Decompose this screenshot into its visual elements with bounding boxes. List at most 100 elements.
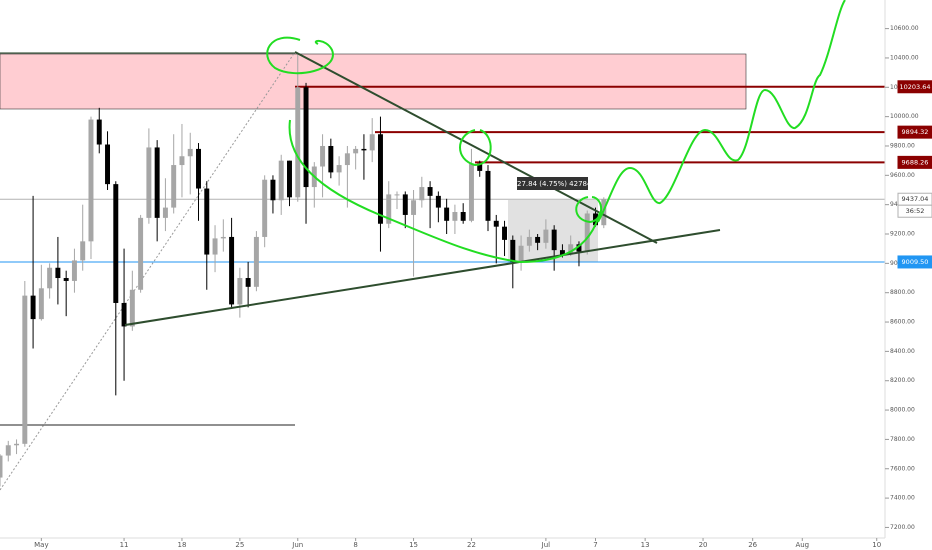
candle-body [328, 145, 334, 173]
candle-body [162, 207, 168, 218]
candle-body [369, 134, 375, 151]
circle-drawing [459, 129, 492, 167]
candle-body [237, 278, 243, 305]
y-tick-label: 7600.00 [890, 465, 915, 472]
candle-body [129, 289, 135, 327]
candle-body [336, 165, 342, 173]
candle-body [551, 229, 557, 251]
candle-body [386, 194, 392, 224]
y-tick-label: 7200.00 [890, 524, 915, 531]
candle-body [262, 179, 268, 237]
candle-body [154, 147, 160, 218]
y-tick-label: 7400.00 [890, 495, 915, 502]
price-label: 9894.32 [902, 128, 929, 136]
candle-body [303, 87, 309, 188]
candle-body [245, 278, 251, 287]
candle-body [477, 163, 483, 171]
price-label: 9009.50 [902, 258, 929, 266]
candle-body [427, 187, 433, 196]
candle-body [113, 184, 119, 303]
candle-body [568, 244, 574, 255]
y-tick-label: 9800.00 [890, 142, 915, 149]
candle-body [344, 153, 350, 166]
candle-body [353, 148, 359, 154]
candle-body [55, 267, 61, 279]
projection-drawing [597, 0, 846, 223]
drawings [266, 0, 846, 264]
dotted-line [0, 51, 296, 491]
candle-body [88, 119, 94, 242]
candle-body [584, 213, 590, 252]
price-label: 10203.64 [899, 83, 930, 91]
candle-body [411, 200, 417, 215]
x-tick-label: 8 [353, 541, 357, 549]
measure-label-bg [517, 177, 588, 190]
price-label-bg [897, 80, 932, 94]
y-tick-label: 8400.00 [890, 348, 915, 355]
y-tick-label: 10600.00 [890, 25, 919, 32]
price-label-bg [897, 125, 932, 139]
candle-body [22, 295, 28, 444]
x-tick-label: 20 [699, 541, 708, 549]
candle-body [419, 187, 425, 201]
candle-body [435, 195, 441, 208]
price-label: 9688.26 [902, 158, 929, 166]
candle-body [187, 148, 193, 157]
candle-body [526, 236, 532, 246]
candle-body [196, 148, 201, 189]
candle-body [460, 212, 466, 221]
y-tick-label: 10000.00 [890, 113, 919, 120]
candle-body [444, 207, 450, 221]
bowl-drawing [288, 119, 601, 264]
candle-body [468, 163, 474, 221]
candle-body [30, 295, 36, 320]
candle-body [105, 144, 111, 185]
countdown-bg [897, 204, 932, 218]
candle-body [121, 302, 127, 327]
candle-body [394, 194, 400, 196]
circle-drawing [266, 36, 334, 75]
candle-body [510, 239, 516, 262]
candle-body [543, 229, 549, 243]
candle-body [229, 236, 235, 305]
candle-body [138, 217, 144, 290]
candle-body [320, 145, 326, 167]
trend-line [124, 229, 721, 326]
y-tick-label: 8200.00 [890, 377, 915, 384]
x-tick-label: Aug [795, 541, 809, 549]
candle-body [559, 250, 565, 255]
y-tick-label: 7800.00 [890, 436, 915, 443]
candle-body [0, 455, 3, 478]
candle-body [204, 188, 210, 255]
candle-body [38, 288, 44, 320]
x-tick-label: 15 [409, 541, 418, 549]
y-tick-label: 10400.00 [890, 54, 919, 61]
candle-body [502, 226, 508, 240]
candle-body [179, 156, 185, 166]
candle-body [287, 160, 292, 198]
x-tick-label: 26 [748, 541, 757, 549]
price-label-bg [897, 255, 932, 269]
candle-body [96, 119, 102, 145]
x-tick-label: 11 [120, 541, 129, 549]
trend-line [294, 51, 658, 244]
candle-body [535, 236, 541, 243]
x-tick-label: 13 [641, 541, 650, 549]
circle-drawing [575, 196, 603, 224]
candle-body [47, 267, 53, 289]
candle-body [5, 445, 11, 456]
candle-body [63, 278, 69, 281]
candle-body [493, 220, 499, 227]
candle-body [171, 165, 177, 208]
y-tick-label: 9200.00 [890, 231, 915, 238]
measure-label: 427.84 (4.75%) 42784 [513, 180, 592, 188]
candle-body [576, 244, 582, 252]
price-label-bg [897, 155, 932, 169]
x-tick-label: 10 [872, 541, 881, 549]
candle-body [377, 134, 383, 224]
supply-zone [0, 53, 747, 110]
candle-body [485, 170, 491, 221]
candle-body [220, 236, 226, 239]
y-tick-label: 8600.00 [890, 319, 915, 326]
